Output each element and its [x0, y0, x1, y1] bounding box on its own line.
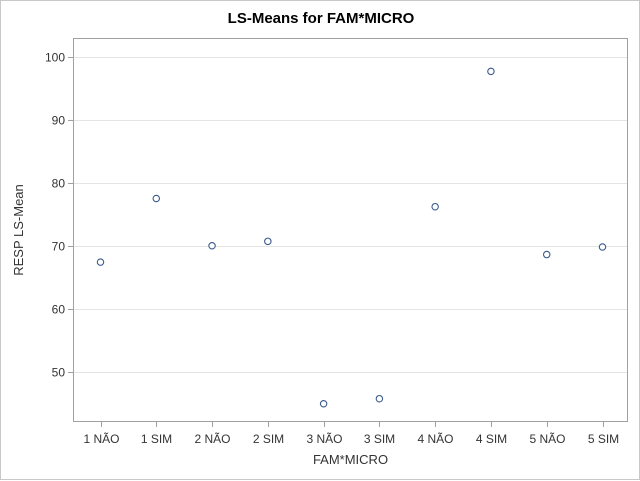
x-tick-label: 5 SIM — [588, 432, 619, 446]
y-tick-label: 60 — [52, 303, 66, 317]
tick-labels: 50 60 70 80 90 100 1 NÃO 1 SIM 2 NÃO 2 SIM 3 NÃO 3 … — [45, 51, 619, 447]
data-point — [431, 202, 439, 211]
data-point — [598, 243, 607, 251]
y-tick-label: 80 — [52, 177, 66, 191]
x-tick-label: 2 NÃO — [194, 432, 230, 446]
x-tick-label: 3 SIM — [364, 432, 395, 446]
data-point — [152, 194, 161, 203]
chart-title: LS-Means for FAM*MICRO — [227, 10, 415, 27]
y-tick-label: 100 — [45, 51, 65, 65]
x-axis-label: FAM*MICRO — [313, 452, 388, 467]
x-tick-label: 1 NÃO — [83, 432, 119, 446]
grid-lines — [73, 57, 628, 373]
data-point — [208, 241, 216, 250]
data-point — [542, 250, 551, 259]
x-tick-label: 3 NÃO — [306, 432, 342, 446]
y-tick-label: 50 — [52, 366, 66, 380]
y-axis-label: RESP LS-Mean — [11, 184, 26, 276]
y-tick-label: 70 — [52, 240, 66, 254]
axes — [68, 38, 628, 427]
x-tick-label: 5 NÃO — [529, 432, 565, 446]
data-point — [96, 258, 105, 266]
data-points — [96, 67, 607, 408]
data-point — [264, 237, 272, 246]
x-tick-label: 4 SIM — [476, 432, 507, 446]
data-point — [487, 67, 495, 76]
plot-frame — [73, 38, 628, 422]
x-tick-label: 2 SIM — [253, 432, 284, 446]
x-tick-label: 1 SIM — [141, 432, 172, 446]
data-point — [319, 399, 328, 408]
data-point — [375, 394, 384, 403]
y-tick-label: 90 — [52, 114, 66, 128]
x-tick-label: 4 NÃO — [417, 432, 453, 446]
